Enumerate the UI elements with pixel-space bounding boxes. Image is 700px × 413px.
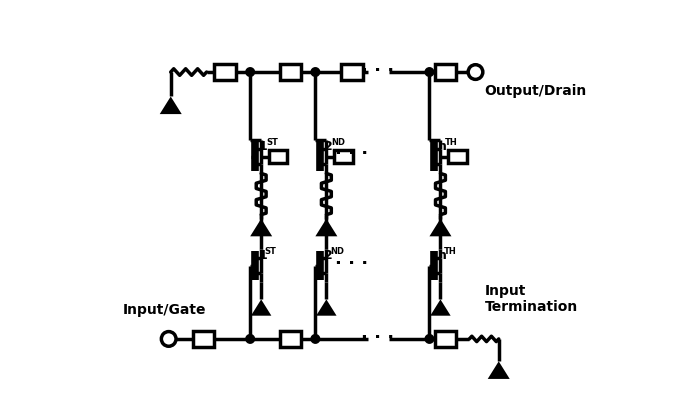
Text: n: n xyxy=(438,249,447,261)
Text: · · ·: · · · xyxy=(360,329,394,347)
Text: Output/Drain: Output/Drain xyxy=(484,84,587,98)
Polygon shape xyxy=(430,299,451,316)
Text: 2: 2 xyxy=(324,249,332,261)
Polygon shape xyxy=(430,219,452,236)
Bar xyxy=(449,150,467,163)
Polygon shape xyxy=(316,299,337,316)
Text: TH: TH xyxy=(445,138,458,147)
Bar xyxy=(269,150,288,163)
Polygon shape xyxy=(251,299,272,316)
Polygon shape xyxy=(316,219,337,236)
Text: · · ·: · · · xyxy=(335,145,369,163)
Text: · · ·: · · · xyxy=(360,62,394,80)
Text: ST: ST xyxy=(265,247,277,256)
Text: Input
Termination: Input Termination xyxy=(484,284,578,314)
Text: Input/Gate: Input/Gate xyxy=(123,302,206,316)
Circle shape xyxy=(468,65,483,79)
Circle shape xyxy=(426,336,433,342)
Circle shape xyxy=(247,336,253,342)
Text: 1: 1 xyxy=(259,249,267,261)
Bar xyxy=(214,64,235,80)
Text: 2: 2 xyxy=(324,140,332,153)
Polygon shape xyxy=(250,219,272,236)
Bar xyxy=(279,331,301,347)
Text: · · ·: · · · xyxy=(335,254,369,273)
Bar xyxy=(435,331,456,347)
Text: TH: TH xyxy=(444,247,457,256)
Circle shape xyxy=(312,69,318,75)
Bar xyxy=(193,331,214,347)
Bar xyxy=(342,64,363,80)
Bar xyxy=(335,150,353,163)
Circle shape xyxy=(426,69,433,75)
Polygon shape xyxy=(488,361,510,379)
Text: ND: ND xyxy=(330,247,344,256)
Polygon shape xyxy=(160,97,182,114)
Text: 1: 1 xyxy=(259,140,267,153)
Circle shape xyxy=(247,69,253,75)
Circle shape xyxy=(312,336,318,342)
Circle shape xyxy=(162,332,176,346)
Bar xyxy=(435,64,456,80)
Text: ST: ST xyxy=(266,138,278,147)
Bar xyxy=(279,64,301,80)
Text: ND: ND xyxy=(331,138,345,147)
Text: n: n xyxy=(438,140,447,153)
